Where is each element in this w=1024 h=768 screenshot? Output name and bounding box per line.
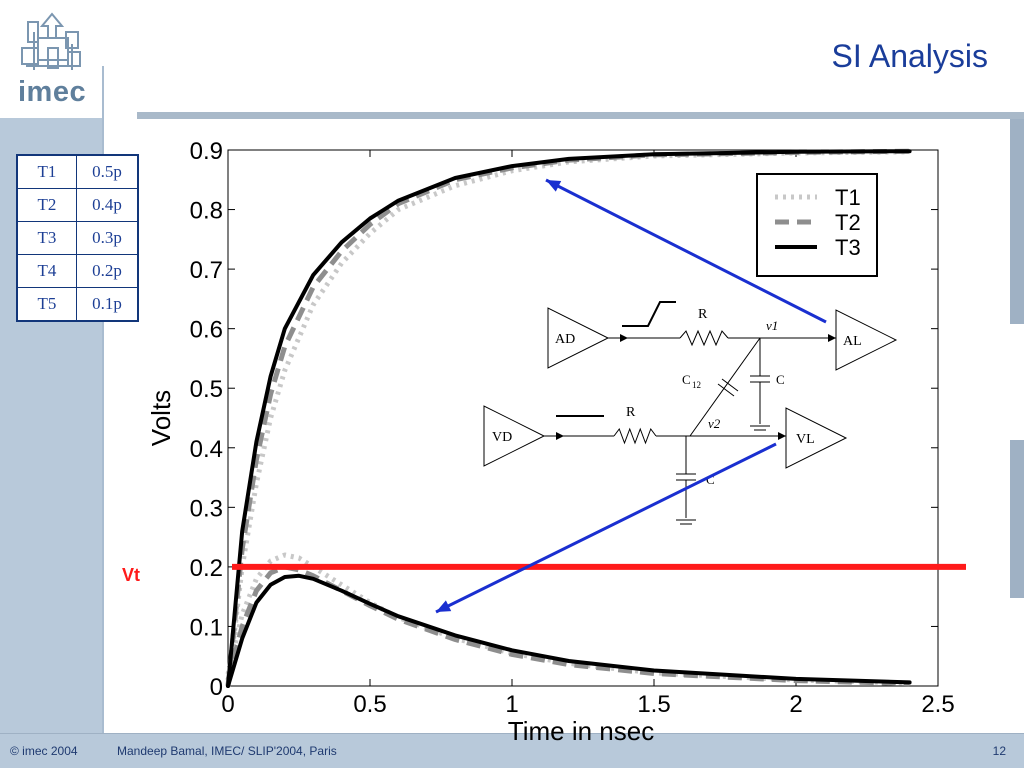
aggressor-resistor-icon bbox=[679, 329, 729, 347]
arrow-to-aggressor-head bbox=[546, 180, 562, 192]
chart-legend-box bbox=[756, 173, 878, 277]
footer-author: Mandeep Bamal, IMEC/ SLIP'2004, Paris bbox=[117, 744, 337, 758]
x-tick-label: 2 bbox=[789, 691, 802, 718]
rise-time-row: T3 0.3p bbox=[16, 221, 139, 255]
x-tick-label: 0 bbox=[221, 691, 234, 718]
y-tick-label: 0.2 bbox=[190, 555, 223, 582]
coupling-cap-plate-2 bbox=[721, 378, 739, 392]
footer-bar bbox=[0, 734, 1024, 768]
rise-time-table: T1 0.5p T2 0.4p T3 0.3p T4 0.2p T5 0.1p bbox=[16, 154, 139, 322]
series-t3-aggressor-line bbox=[226, 149, 912, 688]
page-title: SI Analysis bbox=[831, 38, 988, 74]
legend-label-t1: T1 bbox=[835, 185, 861, 210]
node-v2-label: v2 bbox=[708, 416, 721, 431]
y-axis-label: Volts bbox=[146, 390, 176, 446]
aggressor-load-icon bbox=[835, 309, 898, 371]
rise-time-row: T2 0.4p bbox=[16, 188, 139, 222]
logo-text: imec bbox=[18, 76, 87, 108]
series-t2-aggressor-line bbox=[225, 148, 910, 687]
y-tick-label: 0.3 bbox=[190, 495, 223, 522]
right-accent-band bbox=[1010, 119, 1024, 324]
x-tick-label: 1.5 bbox=[637, 691, 670, 718]
rise-time-row: T4 0.2p bbox=[16, 254, 139, 288]
y-tick-label: 0.1 bbox=[190, 614, 223, 641]
victim-load-icon bbox=[785, 407, 848, 469]
x-tick-label: 2.5 bbox=[921, 691, 954, 718]
y-tick-label: 0 bbox=[210, 674, 223, 701]
title-underline-bar bbox=[137, 112, 1024, 119]
arrow-to-victim-shaft bbox=[435, 442, 777, 614]
series-t1-aggressor-line bbox=[225, 149, 910, 687]
y-tick-label: 0.9 bbox=[190, 138, 223, 165]
rise-time-name: T4 bbox=[16, 254, 77, 288]
x-tick-label: 0.5 bbox=[353, 691, 386, 718]
aggressor-resistor-label: R bbox=[698, 307, 708, 322]
aggressor-driver-label: AD bbox=[555, 332, 575, 347]
aggressor-driver-icon bbox=[547, 307, 610, 369]
y-tick-label: 0.7 bbox=[190, 257, 223, 284]
footer-divider bbox=[0, 733, 1024, 734]
victim-resistor-icon bbox=[613, 427, 657, 445]
rise-time-row: T5 0.1p bbox=[16, 287, 139, 322]
rise-time-value: 0.4p bbox=[76, 188, 139, 222]
x-tick-label: 1 bbox=[505, 691, 518, 718]
rise-time-value: 0.5p bbox=[76, 154, 139, 189]
legend-label-t2: T2 bbox=[835, 210, 861, 235]
y-tick-label: 0.6 bbox=[190, 317, 223, 344]
right-accent-band-lower bbox=[1010, 440, 1024, 598]
victim-resistor-label: R bbox=[626, 405, 636, 420]
arrow-to-aggressor-shaft bbox=[545, 178, 827, 324]
victim-arrow-2 bbox=[778, 432, 786, 440]
x-axis-label: Time in nsec bbox=[508, 716, 654, 746]
rise-time-row: T1 0.5p bbox=[16, 154, 139, 189]
rise-time-name: T5 bbox=[16, 287, 77, 322]
aggressor-cap-label: C bbox=[776, 372, 785, 387]
rise-time-value: 0.3p bbox=[76, 221, 139, 255]
coupling-wire bbox=[689, 337, 761, 437]
footer-copyright: © imec 2004 bbox=[10, 744, 78, 758]
victim-load-label: VL bbox=[796, 432, 815, 447]
arrow-to-victim-head bbox=[436, 600, 452, 612]
rise-time-value: 0.2p bbox=[76, 254, 139, 288]
node-v1-label: v1 bbox=[766, 318, 778, 333]
rise-time-value: 0.1p bbox=[76, 287, 139, 322]
imec-logo-icon bbox=[21, 12, 81, 70]
series-t3-victim-line bbox=[226, 573, 912, 688]
aggressor-arrow-2 bbox=[828, 334, 836, 342]
coupling-cap-plate-1 bbox=[717, 383, 735, 397]
y-tick-label: 0.8 bbox=[190, 198, 223, 225]
victim-cap-label: C bbox=[706, 472, 715, 487]
victim-driver-icon bbox=[483, 405, 546, 467]
victim-arrow-1 bbox=[556, 432, 564, 440]
page-number: 12 bbox=[992, 744, 1006, 758]
left-divider bbox=[102, 66, 104, 734]
coupling-cap-subscript: 12 bbox=[692, 380, 701, 390]
aggressor-arrow-1 bbox=[620, 334, 628, 342]
y-tick-label: 0.4 bbox=[190, 436, 223, 463]
series-t1-victim-line bbox=[225, 552, 910, 686]
legend-label-t3: T3 bbox=[835, 235, 861, 260]
y-tick-label: 0.5 bbox=[190, 376, 223, 403]
victim-driver-label: VD bbox=[492, 430, 512, 445]
step-input-icon bbox=[622, 301, 676, 327]
aggressor-load-label: AL bbox=[843, 334, 862, 349]
coupling-cap-label: C bbox=[682, 372, 691, 387]
rise-time-name: T1 bbox=[16, 154, 77, 189]
rise-time-name: T2 bbox=[16, 188, 77, 222]
threshold-label: Vt bbox=[122, 565, 140, 585]
